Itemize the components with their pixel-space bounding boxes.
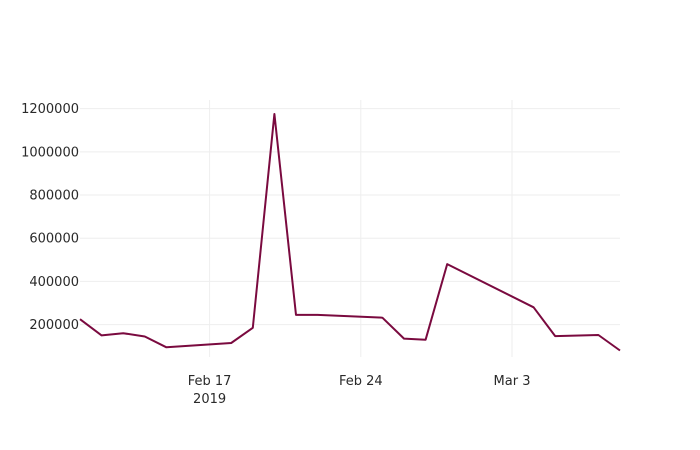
x-tick-label: Mar 3 <box>494 374 531 389</box>
y-tick-label: 800000 <box>29 189 79 204</box>
y-tick-label: 1000000 <box>21 145 79 160</box>
y-tick-label: 1200000 <box>21 102 79 117</box>
y-tick-label: 400000 <box>29 275 79 290</box>
grid <box>80 100 620 357</box>
x-axis: Feb 17 2019 Feb 24 Mar 3 <box>188 374 531 407</box>
plot-area <box>79 113 621 352</box>
series-line <box>79 113 621 352</box>
x-tick-year-label: 2019 <box>193 392 226 407</box>
x-tick-label: Feb 24 <box>339 374 383 389</box>
x-tick-label: Feb 17 <box>188 374 232 389</box>
y-axis: 200000 400000 600000 800000 1000000 1200000 <box>21 102 79 333</box>
y-tick-label: 200000 <box>29 318 79 333</box>
y-tick-label: 600000 <box>29 232 79 247</box>
